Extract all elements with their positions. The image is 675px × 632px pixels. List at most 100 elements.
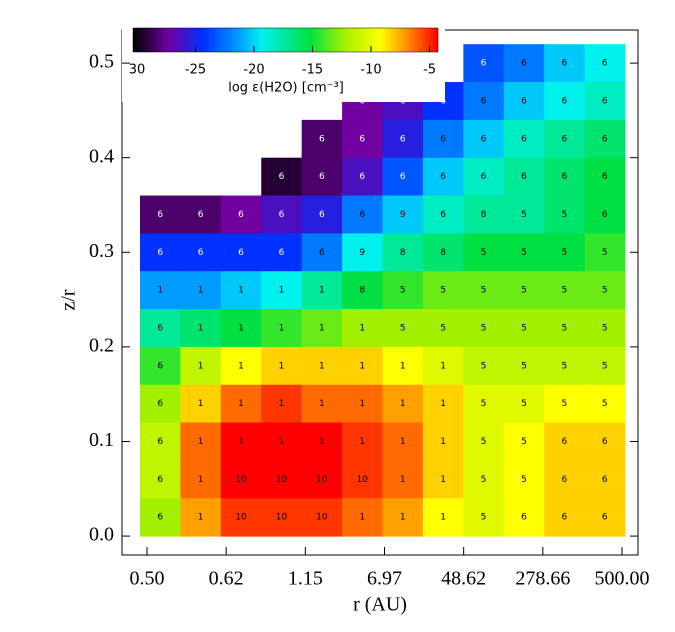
cell-label: 6 [198, 248, 204, 258]
cell-label: 6 [157, 323, 163, 333]
heat-cell [382, 460, 424, 499]
heat-cell [342, 309, 383, 348]
heat-cell [301, 346, 343, 386]
heat-cell [342, 498, 383, 537]
heat-cell [422, 384, 464, 424]
cell-label: 1 [279, 361, 285, 371]
cell-label: 6 [562, 59, 568, 69]
heat-cell [422, 233, 464, 272]
cell-label: 9 [400, 210, 406, 220]
cell-label: 5 [481, 323, 487, 333]
colorbar [132, 27, 439, 53]
heat-cell [140, 384, 181, 424]
cell-label: 6 [440, 172, 446, 182]
heat-cell [301, 271, 343, 310]
cell-label: 10 [316, 475, 328, 485]
y-tick-label: 0.3 [89, 240, 114, 262]
cell-label: 6 [521, 513, 527, 523]
heat-cell [342, 157, 383, 197]
heat-cell [503, 82, 545, 121]
cell-label: 6 [359, 172, 365, 182]
cell-label: 6 [359, 210, 365, 220]
heat-cell [544, 119, 586, 159]
heat-cell [503, 384, 545, 424]
heat-cell [422, 157, 464, 197]
heat-cell [382, 498, 424, 537]
heat-cell [301, 498, 343, 537]
cell-label: 6 [602, 172, 608, 182]
heat-cell [544, 233, 586, 272]
heat-cell [584, 384, 626, 424]
heat-cell [503, 119, 545, 159]
heat-cell [503, 195, 545, 234]
heat-cell [140, 498, 181, 537]
heat-cell [584, 309, 626, 348]
cell-label: 1 [319, 323, 325, 333]
cell-label: 6 [157, 248, 163, 258]
heat-cell [180, 384, 222, 424]
heat-cell [544, 44, 586, 83]
heat-cell [220, 422, 262, 461]
cell-label: 5 [481, 248, 487, 258]
heat-cell [503, 422, 545, 461]
heat-cell [503, 233, 545, 272]
heat-cell [463, 233, 505, 272]
cell-label: 1 [238, 286, 244, 296]
x-tick-label: 6.97 [367, 568, 402, 590]
cell-label: 6 [440, 134, 446, 144]
heat-cell [382, 271, 424, 310]
heat-cell [140, 460, 181, 499]
cell-label: 1 [319, 286, 325, 296]
heat-cell [261, 422, 303, 461]
heat-cell [301, 233, 343, 272]
cell-label: 5 [562, 286, 568, 296]
cell-label: 1 [279, 399, 285, 409]
heatmap: 6 6 6 6 6 6 6 6 6 6 6 6 6 6 6 6 6 6 6 6 6 6 6 6 6 6 6 6 6 6 6 6 6 6 9 6 8 5 5 6… [140, 44, 626, 537]
heat-cell [261, 384, 303, 424]
heat-cell [140, 233, 181, 272]
heat-cell [220, 233, 262, 272]
cell-label: 5 [521, 323, 527, 333]
heat-cell [301, 422, 343, 461]
cell-label: 6 [521, 96, 527, 106]
cell-label: 5 [521, 475, 527, 485]
cell-label: 1 [319, 399, 325, 409]
heat-cell [584, 422, 626, 461]
heat-cell [140, 422, 181, 461]
cell-label: 6 [400, 134, 406, 144]
cell-label: 5 [602, 286, 608, 296]
cell-label: 1 [238, 361, 244, 371]
colorbar-tick-label: -15 [302, 63, 323, 78]
cell-label: 5 [481, 286, 487, 296]
cell-label: 1 [400, 361, 406, 371]
cell-label: 6 [279, 248, 285, 258]
cell-label: 5 [602, 248, 608, 258]
heat-cell [422, 271, 464, 310]
heat-cell [503, 346, 545, 386]
colorbar-tick-label: 30 [129, 63, 146, 78]
heat-cell [301, 384, 343, 424]
heat-cell [342, 271, 383, 310]
cell-label: 6 [481, 134, 487, 144]
heat-cell [342, 233, 383, 272]
heat-cell [422, 498, 464, 537]
heat-cell [503, 498, 545, 537]
cell-label: 6 [602, 475, 608, 485]
heat-cell [382, 309, 424, 348]
cell-label: 6 [319, 210, 325, 220]
heat-cell [463, 309, 505, 348]
heat-cell [503, 460, 545, 499]
heat-cell [422, 309, 464, 348]
x-tick-label: 0.50 [130, 568, 165, 590]
heat-cell [382, 157, 424, 197]
cell-label: 10 [235, 475, 247, 485]
x-tick-label: 1.15 [288, 568, 323, 590]
cell-label: 6 [562, 475, 568, 485]
cell-label: 6 [400, 172, 406, 182]
heat-cell [544, 82, 586, 121]
cell-label: 1 [198, 323, 204, 333]
y-axis-label: z/r [58, 289, 80, 310]
heat-cell [584, 195, 626, 234]
cell-label: 6 [562, 134, 568, 144]
cell-label: 5 [562, 210, 568, 220]
